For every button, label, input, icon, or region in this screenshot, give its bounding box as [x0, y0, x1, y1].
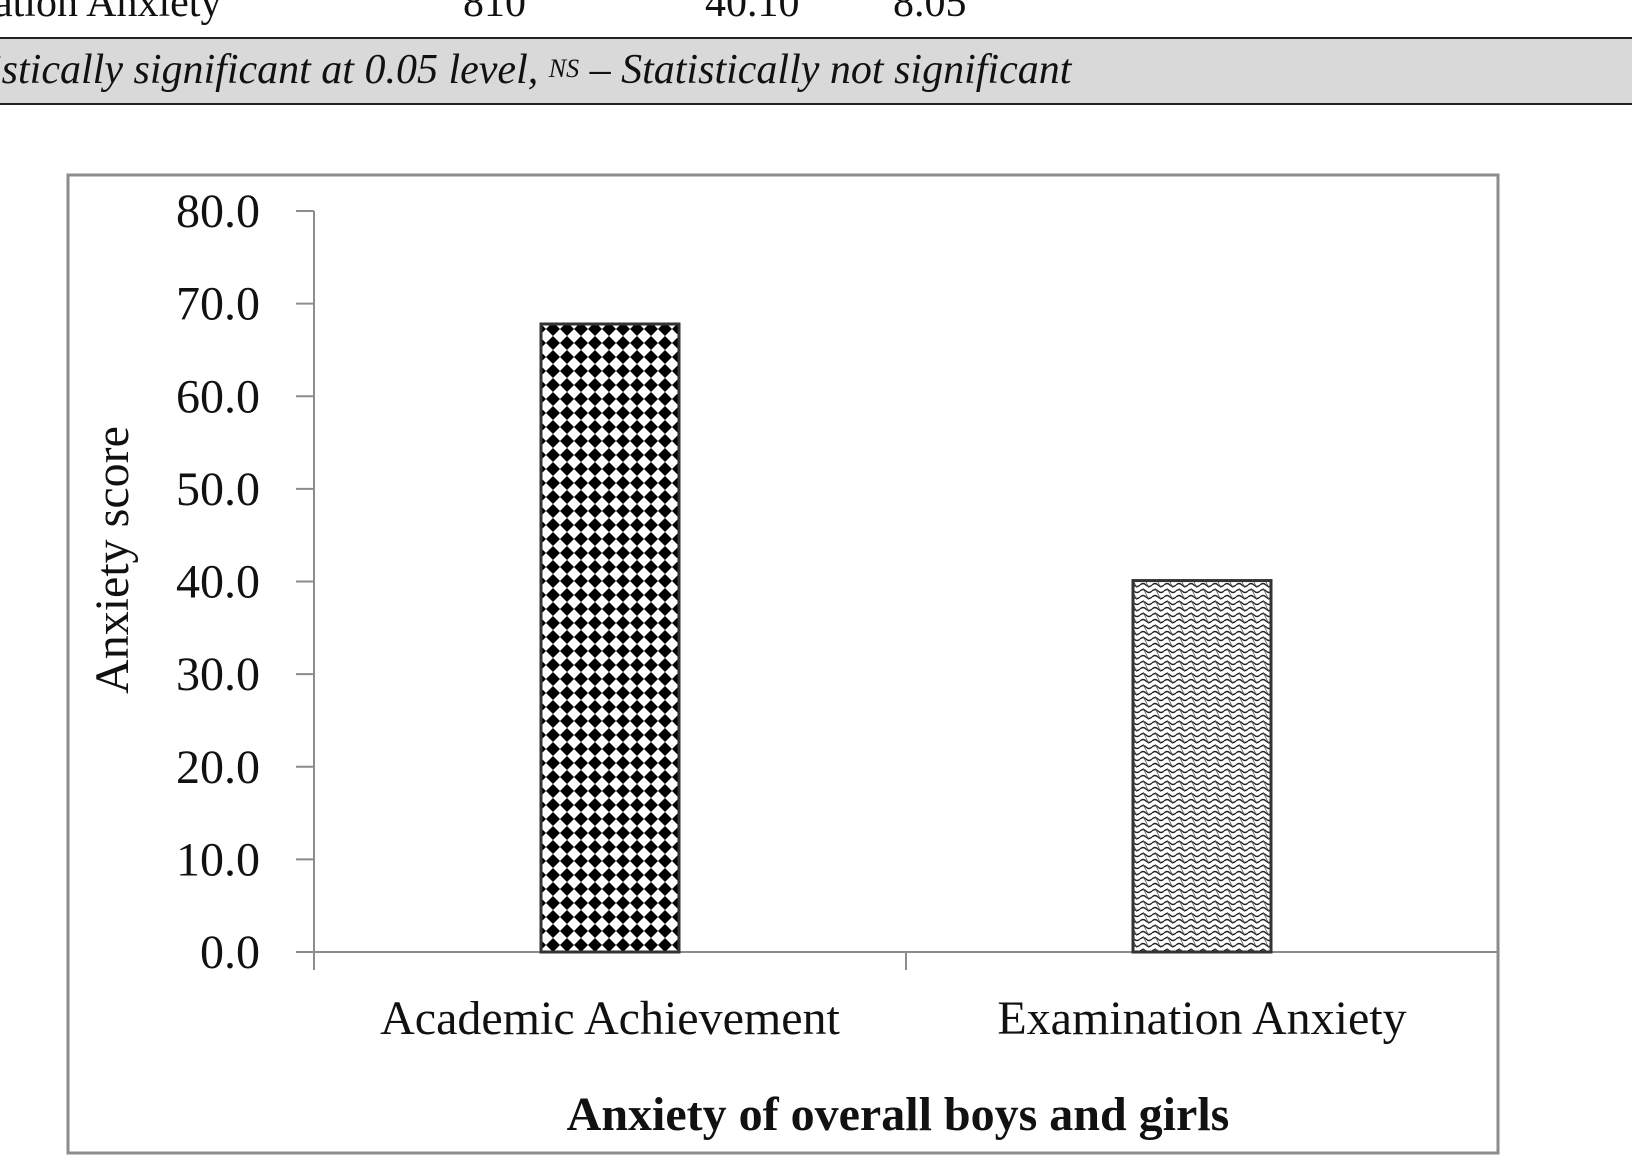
y-tick-label: 60.0 [176, 370, 260, 423]
y-axis-label: Anxiety score [86, 426, 139, 694]
bar-examination-anxiety [1131, 579, 1273, 954]
table-cell-variable: ation Anxiety [0, 0, 222, 26]
x-tick-label: Examination Anxiety [997, 992, 1406, 1045]
footnote-rest: – Statistically not significant [589, 47, 1072, 93]
table-fragment: ation Anxiety 810 40.10 8.05 istically s… [0, 0, 1644, 110]
y-tick-label: 50.0 [176, 463, 260, 516]
x-axis-title: Anxiety of overall boys and girls [567, 1088, 1230, 1141]
table-cell-sd: 8.05 [893, 0, 967, 26]
y-tick-label: 80.0 [176, 185, 260, 238]
y-tick-label: 0.0 [200, 926, 260, 979]
table-cell-mean: 40.10 [705, 0, 800, 26]
y-tick-label: 20.0 [176, 741, 260, 794]
y-tick-label: 70.0 [176, 278, 260, 331]
footnote-sup: NS [548, 54, 580, 83]
y-tick-label: 40.0 [176, 556, 260, 609]
bars [539, 322, 1273, 954]
x-tick-label: Academic Achievement [380, 992, 840, 1045]
x-axis: Academic Achievement Examination Anxiety [313, 951, 1498, 1045]
table-cell-n: 810 [463, 0, 526, 26]
table-footnote: istically significant at 0.05 level, NS … [0, 37, 1632, 105]
y-tick-label: 30.0 [176, 648, 260, 701]
footnote-main: istically significant at 0.05 level, [0, 47, 539, 93]
bar-academic-achievement [539, 322, 681, 954]
y-axis: 0.0 10.0 20.0 30.0 40.0 50.0 60.0 70.0 80.0 [176, 185, 315, 979]
footnote-text: istically significant at 0.05 level, NS … [0, 46, 1071, 94]
y-tick-label: 10.0 [176, 833, 260, 886]
